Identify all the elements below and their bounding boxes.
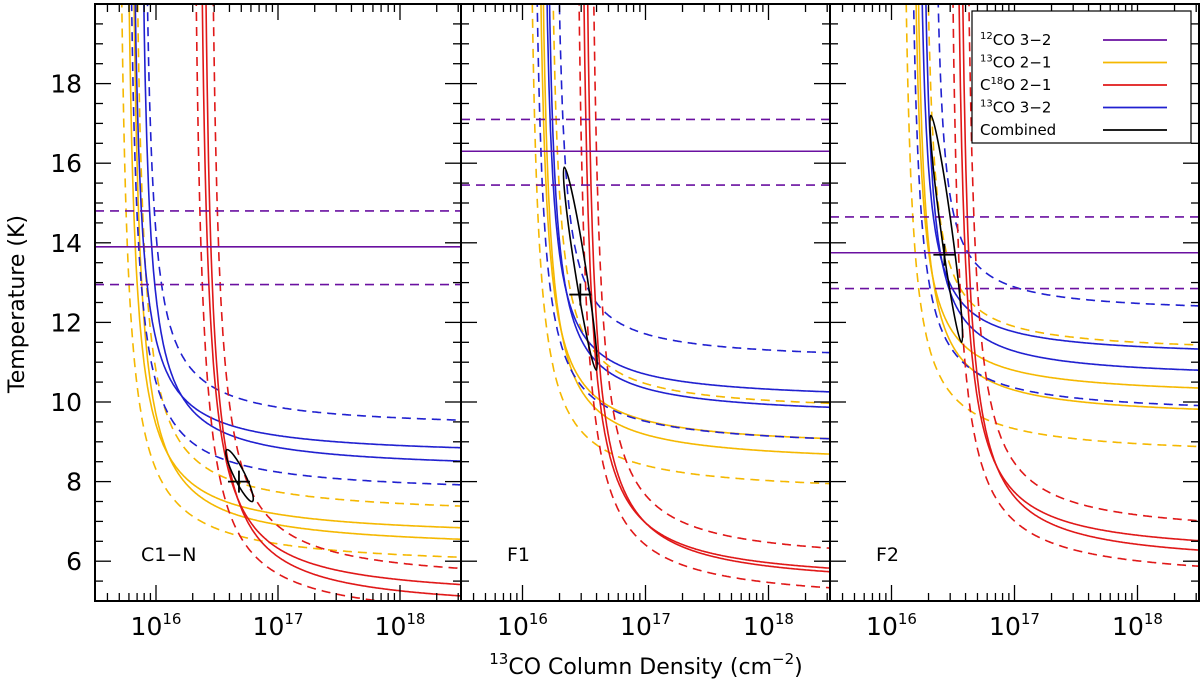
panel-1-co13_21-curve-4 <box>121 4 461 558</box>
panel-1-c18o_21-curve-2 <box>205 4 461 597</box>
panel-2-c18o_21-curve-4 <box>578 4 830 589</box>
panel-2-co13_32-curve-3 <box>558 4 830 354</box>
panel-1-label: C1−N <box>141 544 197 566</box>
panel-3-c18o_21-curve-2 <box>962 4 1199 551</box>
y-tick-label: 10 <box>50 388 82 417</box>
panel-1-plot-area <box>95 4 461 601</box>
panel-3-label: F2 <box>876 544 899 566</box>
y-tick-label: 6 <box>66 547 82 576</box>
panel-2-c18o_21-curve-2 <box>586 4 830 573</box>
panel-1-co13_32-curve-1 <box>134 4 461 449</box>
panel-1-x-tick-label: 1016 <box>131 610 182 641</box>
legend-entry-co13_32: 13CO 3−2 <box>980 99 1167 117</box>
panel-2-c18o_21-curve-3 <box>593 4 830 549</box>
panel-1-co13_21-curve-2 <box>133 4 461 541</box>
panel-1-co13_32-curve-3 <box>146 4 461 421</box>
legend-label-c18o_21: C18O 2−1 <box>980 76 1051 94</box>
panel-3-x-tick-label: 1017 <box>989 610 1040 641</box>
legend-entry-c18o_21: C18O 2−1 <box>980 76 1167 94</box>
panel-3-x-tick-label: 1018 <box>1112 610 1163 641</box>
panel-1-co13_32-curve-2 <box>143 4 461 462</box>
panel-2-co13_21-curve-1 <box>540 4 830 440</box>
panel-2-plot-area <box>461 4 830 589</box>
panel-3-co13_32-curve-4 <box>912 4 1199 407</box>
panel-2-x-tick-label: 1018 <box>743 610 794 641</box>
panel-3-best-fit-marker <box>933 243 956 266</box>
panel-2-c18o_21-curve-1 <box>583 4 830 569</box>
panel-3-co13_21-curve-4 <box>905 4 1199 448</box>
panel-2-best-fit-marker <box>569 283 592 306</box>
x-axis-title-sup2: −2 <box>772 650 794 668</box>
legend-entry-combined: Combined <box>980 121 1167 139</box>
panel-3-co13_21-curve-2 <box>917 4 1199 411</box>
panel-3-co13_32-curve-1 <box>921 4 1199 350</box>
panel-2-co13_21-curve-2 <box>542 4 830 455</box>
panel-3-x-tick-label: 1016 <box>866 610 917 641</box>
panel-1-combined-ellipse <box>225 448 255 503</box>
panel-1-x-tick-label: 1017 <box>253 610 304 641</box>
panel-2-co13_32-curve-1 <box>546 4 830 393</box>
legend-label-co12_32: 12CO 3−2 <box>980 31 1051 49</box>
panel-1-co13_21-curve-3 <box>136 4 461 507</box>
legend-label-combined: Combined <box>980 121 1056 139</box>
legend-entry-co12_32: 12CO 3−2 <box>980 31 1167 49</box>
y-tick-label: 16 <box>50 149 82 178</box>
panel-1-c18o_21-curve-4 <box>195 4 386 601</box>
panel-1-best-fit-marker <box>227 470 250 493</box>
legend-box <box>971 10 1192 144</box>
y-axis-title: Temperature (K) <box>5 215 30 394</box>
panel-1-c18o_21-curve-1 <box>201 4 461 586</box>
panel-2-label: F1 <box>507 544 530 566</box>
x-axis-title-sup1: 13 <box>489 650 508 668</box>
y-tick-label: 18 <box>50 70 82 99</box>
y-tick-label: 14 <box>50 229 82 258</box>
panel-1-x-tick-label: 1018 <box>375 610 426 641</box>
panel-1-co13_21-curve-1 <box>128 4 461 529</box>
panel-2-x-tick-label: 1016 <box>497 610 548 641</box>
panel-1-co13_32-curve-4 <box>130 4 461 486</box>
panel-3-combined-ellipse <box>929 114 964 344</box>
legend-entry-co13_21: 13CO 2−1 <box>980 54 1167 72</box>
y-tick-label: 8 <box>66 468 82 497</box>
panel-3-c18o_21-curve-3 <box>968 4 1199 522</box>
y-tick-label: 12 <box>50 308 82 337</box>
panel-2-co13_32-curve-2 <box>548 4 830 409</box>
legend-label-co13_32: 13CO 3−2 <box>980 99 1051 117</box>
panels-layer <box>95 4 1199 601</box>
panel-2-co13_32-curve-4 <box>536 4 830 440</box>
panel-3-c18o_21-curve-4 <box>952 4 1199 567</box>
panel-3-co13_32-curve-3 <box>937 4 1199 307</box>
legend-label-co13_21: 13CO 2−1 <box>980 54 1051 72</box>
x-axis-title: 13CO Column Density (cm−2) <box>489 650 802 680</box>
panel-2-frame <box>460 3 831 602</box>
panel-2-co13_21-curve-4 <box>531 4 830 485</box>
panel-2-co13_21-curve-3 <box>552 4 830 405</box>
legend: 12CO 3−2 13CO 2−1 C18O 2−1 13CO 3−2 Combined <box>971 10 1192 144</box>
x-axis-title-mid: CO Column Density (cm <box>508 655 772 680</box>
x-axis-title-post: ) <box>794 655 803 680</box>
panel-2-x-tick-label: 1017 <box>620 610 671 641</box>
panel-2-combined-ellipse <box>562 166 599 371</box>
panel-3-plot-area <box>830 4 1199 567</box>
